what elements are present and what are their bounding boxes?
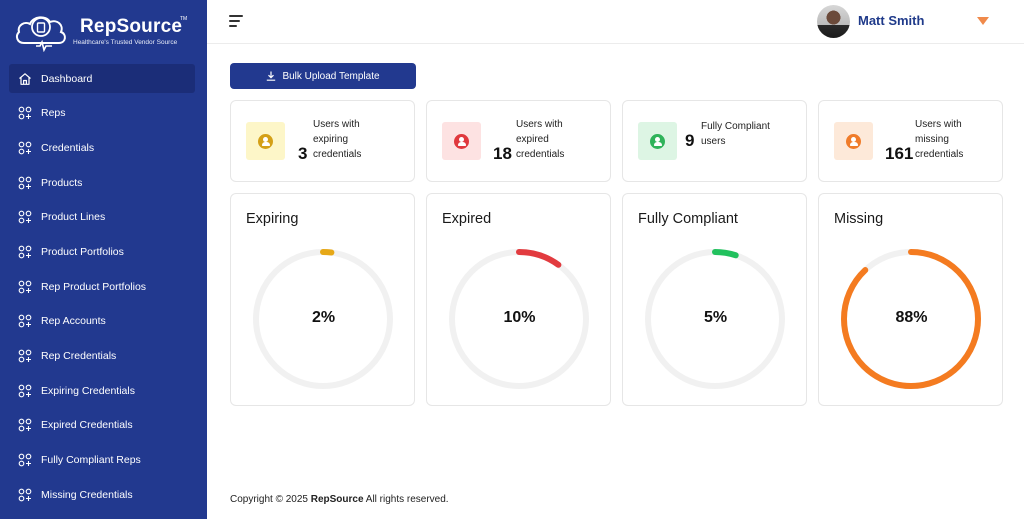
donut-title: Missing xyxy=(834,211,884,227)
grid-plus-icon xyxy=(18,141,32,155)
donut-chart xyxy=(841,249,981,389)
menu-toggle-icon[interactable] xyxy=(229,15,243,27)
sidebar-item-label: Missing Credentials xyxy=(41,488,133,501)
donut-chart xyxy=(645,249,785,389)
donut-title: Expired xyxy=(442,211,492,227)
sidebar-item-label: Product Lines xyxy=(41,211,106,224)
brand-trademark: TM xyxy=(180,16,188,22)
sidebar-item-label: Reps xyxy=(41,107,66,120)
user-name[interactable]: Matt Smith xyxy=(858,13,925,28)
download-icon xyxy=(267,71,276,81)
sidebar-item-label: Dashboard xyxy=(41,72,93,85)
sidebar-item-expiring-credentials[interactable]: Expiring Credentials xyxy=(9,376,195,405)
grid-plus-icon xyxy=(18,384,32,398)
sidebar-item-dashboard[interactable]: Dashboard xyxy=(9,64,195,93)
stat-count: 9 xyxy=(685,131,695,150)
home-icon xyxy=(19,72,31,85)
sidebar: RepSource TM Healthcare's Trusted Vendor… xyxy=(0,0,207,519)
stat-label: Users with expired credentials xyxy=(516,119,565,160)
stat-label: Users with expiring credentials xyxy=(313,119,362,160)
donut-percent: 88% xyxy=(895,309,928,326)
stat-card-missing[interactable]: 161 Users with missing credentials xyxy=(818,100,1003,182)
grid-plus-icon xyxy=(18,349,32,363)
sidebar-item-label: Credentials xyxy=(41,141,95,154)
brand-name: RepSource xyxy=(80,16,183,37)
caret-down-icon[interactable] xyxy=(977,17,989,25)
sidebar-item-product-lines[interactable]: Product Lines xyxy=(9,203,195,232)
donut-percent: 10% xyxy=(503,309,536,326)
grid-plus-icon xyxy=(18,245,32,259)
stat-count: 161 xyxy=(885,144,914,163)
stat-label: Fully Compliant users xyxy=(701,121,770,147)
grid-plus-icon xyxy=(18,280,32,293)
grid-plus-icon xyxy=(18,488,32,502)
sidebar-item-product-portfolios[interactable]: Product Portfolios xyxy=(9,237,195,266)
donut-chart xyxy=(449,249,589,389)
top-header: Matt Smith xyxy=(207,0,1024,44)
sidebar-nav: Dashboard Reps Credentials Products Product … xyxy=(9,64,195,515)
donut-progress-arc xyxy=(449,249,589,389)
user-icon xyxy=(638,122,677,160)
bulk-upload-template-button[interactable]: Bulk Upload Template xyxy=(230,63,416,89)
grid-plus-icon xyxy=(18,419,32,432)
brand-logo-icon xyxy=(15,16,66,52)
donut-card-expiring: Expiring 2% xyxy=(230,193,415,406)
grid-plus-icon xyxy=(18,106,32,120)
grid-plus-icon xyxy=(18,453,32,467)
stat-card-expired[interactable]: 18 Users with expired credentials xyxy=(426,100,611,182)
donut-chart xyxy=(253,249,393,389)
sidebar-item-rep-product-portfolios[interactable]: Rep Product Portfolios xyxy=(9,272,195,301)
donut-title: Fully Compliant xyxy=(638,211,738,227)
donut-percent: 5% xyxy=(703,309,728,326)
sidebar-item-fully-compliant-reps[interactable]: Fully Compliant Reps xyxy=(9,446,195,475)
sidebar-item-rep-accounts[interactable]: Rep Accounts xyxy=(9,307,195,336)
donut-percent: 2% xyxy=(311,309,336,326)
sidebar-item-label: Rep Accounts xyxy=(41,315,106,328)
stat-card-fully-compliant[interactable]: 9 Fully Compliant users xyxy=(622,100,807,182)
donut-card-fully-compliant: Fully Compliant 5% xyxy=(622,193,807,406)
donut-progress-arc xyxy=(253,249,393,389)
stat-label: Users with missing credentials xyxy=(915,119,964,160)
sidebar-item-label: Rep Product Portfolios xyxy=(41,280,147,293)
user-icon xyxy=(246,122,285,160)
brand-tagline: Healthcare's Trusted Vendor Source xyxy=(73,39,178,46)
sidebar-item-label: Rep Credentials xyxy=(41,350,117,362)
sidebar-item-reps[interactable]: Reps xyxy=(9,99,195,128)
footer-brand: RepSource xyxy=(310,494,364,505)
grid-plus-icon xyxy=(18,314,32,328)
stat-count: 3 xyxy=(298,144,308,163)
sidebar-item-products[interactable]: Products xyxy=(9,168,195,197)
user-icon xyxy=(442,122,481,160)
sidebar-item-label: Products xyxy=(41,176,83,189)
sidebar-item-credentials[interactable]: Credentials xyxy=(9,133,195,162)
grid-plus-icon xyxy=(18,210,32,224)
grid-plus-icon xyxy=(18,176,32,189)
donut-card-expired: Expired 10% xyxy=(426,193,611,406)
donut-card-missing: Missing 88% xyxy=(818,193,1003,406)
bulk-upload-label: Bulk Upload Template xyxy=(282,70,380,82)
brand[interactable]: RepSource TM Healthcare's Trusted Vendor… xyxy=(14,10,204,54)
footer-copyright: Copyright © 2025 RepSource All rights re… xyxy=(230,494,449,505)
donut-progress-arc xyxy=(645,249,785,389)
sidebar-item-label: Product Portfolios xyxy=(41,245,124,258)
stat-card-expiring[interactable]: 3 Users with expiring credentials xyxy=(230,100,415,182)
sidebar-item-missing-credentials[interactable]: Missing Credentials xyxy=(9,480,195,509)
sidebar-item-rep-credentials[interactable]: Rep Credentials xyxy=(9,342,195,371)
sidebar-item-expired-credentials[interactable]: Expired Credentials xyxy=(9,411,195,440)
sidebar-item-label: Expiring Credentials xyxy=(41,384,135,397)
sidebar-item-label: Expired Credentials xyxy=(41,419,133,432)
sidebar-item-label: Fully Compliant Reps xyxy=(41,454,141,467)
footer-suffix: All rights reserved. xyxy=(363,494,449,505)
footer-prefix: Copyright © 2025 xyxy=(230,494,311,505)
donut-title: Expiring xyxy=(246,211,299,227)
stat-count: 18 xyxy=(493,144,512,163)
user-avatar[interactable] xyxy=(817,5,850,38)
donut-progress-arc xyxy=(841,249,981,389)
user-icon xyxy=(834,122,873,160)
